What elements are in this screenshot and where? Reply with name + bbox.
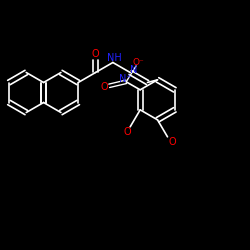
Text: O: O — [123, 127, 131, 137]
Text: O⁻: O⁻ — [133, 58, 144, 67]
Text: O: O — [92, 49, 99, 59]
Text: O: O — [101, 82, 108, 92]
Text: N: N — [130, 65, 138, 75]
Text: N⁺: N⁺ — [119, 74, 132, 84]
Text: O: O — [168, 137, 176, 147]
Text: NH: NH — [107, 53, 122, 63]
